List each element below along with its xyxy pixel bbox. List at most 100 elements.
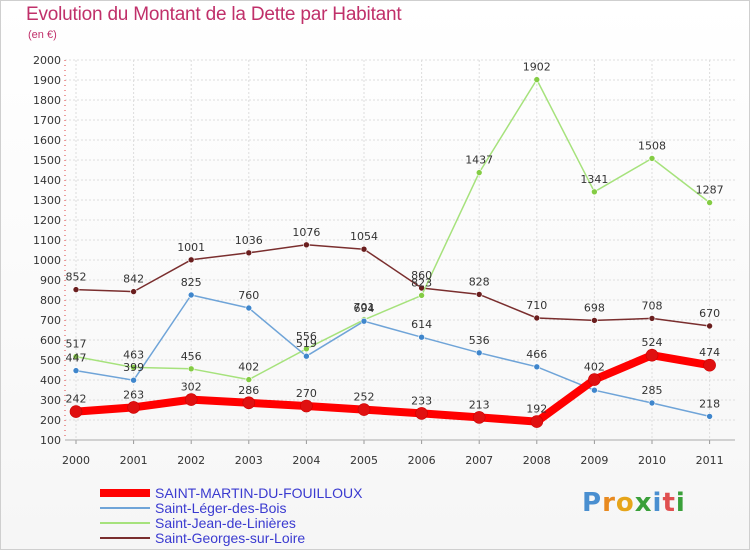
data-label: 1437 xyxy=(465,154,493,167)
data-label: 842 xyxy=(123,273,144,286)
data-label: 701 xyxy=(354,301,375,314)
data-label: 463 xyxy=(123,348,144,361)
data-label: 524 xyxy=(642,336,663,349)
series-point-3 xyxy=(245,249,253,257)
y-tick-label: 200 xyxy=(40,414,61,427)
series-point-2 xyxy=(533,76,541,83)
data-label: 402 xyxy=(584,361,605,374)
series-point-1 xyxy=(72,367,80,374)
data-label: 1508 xyxy=(638,139,666,152)
series-point-2 xyxy=(303,345,310,353)
series-point-3 xyxy=(591,317,598,324)
series-point-1 xyxy=(245,304,253,312)
y-tick-label: 700 xyxy=(40,314,61,327)
series-point-0 xyxy=(300,399,313,413)
logo-letter: i xyxy=(652,488,663,518)
series-point-3 xyxy=(533,314,541,322)
data-label: 402 xyxy=(238,361,259,374)
series-point-1 xyxy=(360,317,368,325)
x-tick-label: 2005 xyxy=(350,454,378,467)
series-group xyxy=(69,76,716,428)
x-tick-label: 2003 xyxy=(235,454,263,467)
series-point-1 xyxy=(130,376,137,384)
series-point-3 xyxy=(130,288,137,295)
series-point-2 xyxy=(418,292,425,299)
series-point-0 xyxy=(588,373,601,386)
data-label: 1054 xyxy=(350,230,378,243)
series-point-2 xyxy=(72,353,80,360)
series-line-0 xyxy=(72,351,714,426)
y-tick-label: 1700 xyxy=(33,114,61,127)
series-point-3 xyxy=(187,256,195,264)
legend-label: Saint-Léger-des-Bois xyxy=(155,500,287,516)
y-tick-label: 900 xyxy=(40,274,61,287)
data-label: 823 xyxy=(411,276,432,289)
x-tick-label: 2009 xyxy=(580,454,608,467)
y-tick-label: 500 xyxy=(40,354,61,367)
x-tick-label: 2006 xyxy=(408,454,436,467)
x-tick-label: 2002 xyxy=(177,454,205,467)
x-tick-label: 2011 xyxy=(696,454,724,467)
series-point-2 xyxy=(187,365,195,373)
series-point-0 xyxy=(184,393,198,406)
data-label: 286 xyxy=(238,384,259,397)
y-tick-label: 1200 xyxy=(33,214,61,227)
legend: SAINT-MARTIN-DU-FOUILLOUXSaint-Léger-des… xyxy=(100,485,363,546)
logo-letter: o xyxy=(615,488,635,518)
series-point-1 xyxy=(533,363,541,371)
series-point-3 xyxy=(72,286,80,293)
data-label: 694 xyxy=(354,302,375,315)
data-label: 1076 xyxy=(292,226,320,239)
data-label: 760 xyxy=(238,289,259,302)
data-label: 456 xyxy=(181,350,202,363)
y-tick-label: 2000 xyxy=(33,54,61,67)
logo-letter: r xyxy=(602,488,616,518)
y-tick-label: 1800 xyxy=(33,94,61,107)
chart-title: Evolution du Montant de la Dette par Hab… xyxy=(26,4,402,25)
data-label: 302 xyxy=(181,381,202,394)
logo-letter: P xyxy=(582,488,603,518)
y-tick-label: 100 xyxy=(40,434,61,447)
data-label: 252 xyxy=(354,391,375,404)
series-point-0 xyxy=(472,411,486,424)
data-label: 710 xyxy=(526,299,547,312)
data-label: 192 xyxy=(526,403,547,416)
data-label: 670 xyxy=(699,307,720,320)
y-tick-label: 300 xyxy=(40,394,61,407)
logo-letter: x xyxy=(634,488,653,518)
data-label: 233 xyxy=(411,394,432,407)
series-point-0 xyxy=(415,407,428,420)
x-tick-label: 2010 xyxy=(638,454,666,467)
series-point-3 xyxy=(303,241,310,249)
data-label: 698 xyxy=(584,301,605,314)
data-label: 1001 xyxy=(177,241,205,254)
series-point-3 xyxy=(648,315,656,322)
series-point-2 xyxy=(475,169,483,176)
data-label: 825 xyxy=(181,276,202,289)
proxiti-logo: Proxiti xyxy=(582,488,686,518)
data-label: 263 xyxy=(123,388,144,401)
series-point-0 xyxy=(242,396,256,410)
x-tick-label: 2000 xyxy=(62,454,90,467)
legend-label: SAINT-MARTIN-DU-FOUILLOUX xyxy=(155,485,363,501)
y-tick-label: 800 xyxy=(40,294,61,307)
data-label: 474 xyxy=(699,346,720,359)
y-tick-label: 1400 xyxy=(33,174,61,187)
series-point-2 xyxy=(130,364,137,371)
series-point-2 xyxy=(648,155,656,162)
data-label: 519 xyxy=(296,337,317,350)
series-point-0 xyxy=(69,405,83,418)
series-point-3 xyxy=(706,322,713,330)
series-point-1 xyxy=(706,413,713,420)
x-tick-label: 2008 xyxy=(523,454,551,467)
data-label: 536 xyxy=(469,334,490,347)
logo-letter: t xyxy=(662,488,676,518)
data-label: 556 xyxy=(296,330,317,343)
series-point-1 xyxy=(475,349,483,357)
series-point-0 xyxy=(645,348,659,362)
data-label: 517 xyxy=(66,338,87,351)
x-tick-label: 2007 xyxy=(465,454,493,467)
series-line-2 xyxy=(75,78,711,381)
